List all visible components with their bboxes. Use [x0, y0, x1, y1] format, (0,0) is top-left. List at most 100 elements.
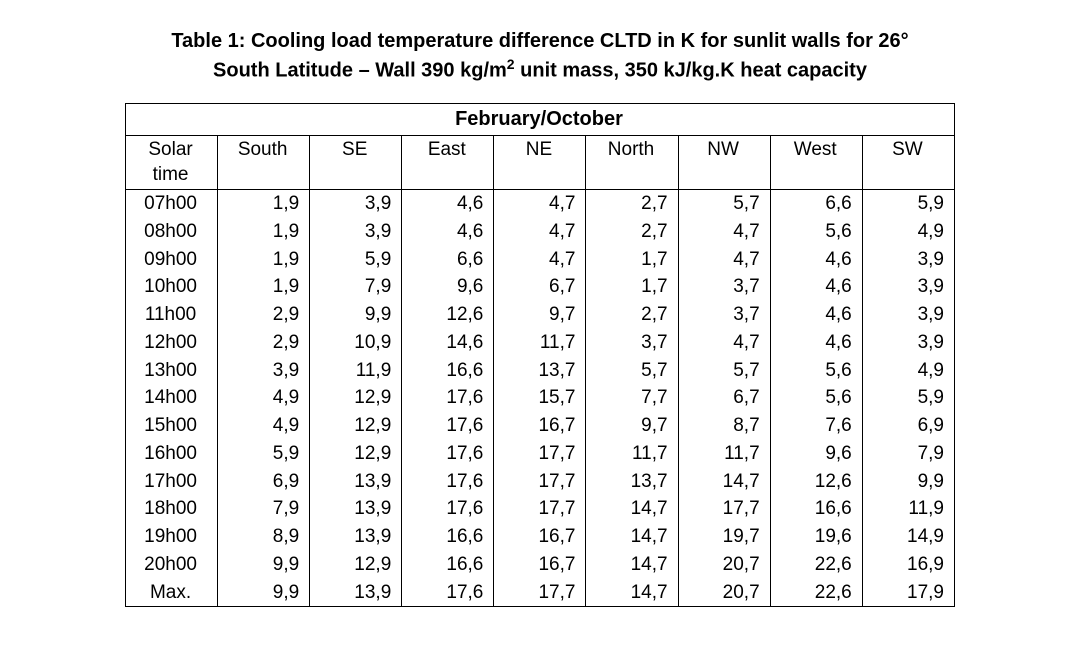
value-cell: 3,7: [678, 301, 770, 329]
value-cell: 10,9: [310, 329, 402, 357]
table-row: 10h001,97,99,66,71,73,74,63,9: [126, 273, 955, 301]
value-cell: 4,9: [862, 218, 954, 246]
table-row: 14h004,912,917,615,77,76,75,65,9: [126, 384, 955, 412]
value-cell: 6,6: [402, 246, 494, 274]
solar-time-cell: 11h00: [126, 301, 218, 329]
value-cell: 9,9: [310, 301, 402, 329]
value-cell: 3,9: [218, 357, 310, 385]
value-cell: 4,6: [770, 329, 862, 357]
value-cell: 4,7: [494, 190, 586, 218]
value-cell: 2,7: [586, 218, 678, 246]
value-cell: 16,6: [402, 551, 494, 579]
solar-time-cell: 15h00: [126, 412, 218, 440]
column-header-empty: [494, 163, 586, 189]
column-header-empty: [402, 163, 494, 189]
value-cell: 4,7: [678, 246, 770, 274]
column-header-empty: [862, 163, 954, 189]
value-cell: 4,7: [494, 218, 586, 246]
value-cell: 13,9: [310, 523, 402, 551]
value-cell: 16,7: [494, 551, 586, 579]
value-cell: 6,9: [218, 468, 310, 496]
table-row: 07h001,93,94,64,72,75,76,65,9: [126, 190, 955, 218]
value-cell: 17,6: [402, 384, 494, 412]
solar-time-cell: 14h00: [126, 384, 218, 412]
table-row: 17h006,913,917,617,713,714,712,69,9: [126, 468, 955, 496]
solar-time-cell: 07h00: [126, 190, 218, 218]
value-cell: 13,7: [586, 468, 678, 496]
value-cell: 14,7: [586, 495, 678, 523]
value-cell: 5,6: [770, 384, 862, 412]
column-header-empty: [218, 163, 310, 189]
value-cell: 14,6: [402, 329, 494, 357]
value-cell: 1,7: [586, 273, 678, 301]
value-cell: 13,7: [494, 357, 586, 385]
column-header: SE: [310, 135, 402, 163]
value-cell: 16,6: [770, 495, 862, 523]
solar-time-cell: 08h00: [126, 218, 218, 246]
value-cell: 5,9: [862, 384, 954, 412]
value-cell: 9,7: [586, 412, 678, 440]
solar-time-cell: 20h00: [126, 551, 218, 579]
value-cell: 3,9: [862, 273, 954, 301]
value-cell: 11,9: [310, 357, 402, 385]
value-cell: 16,7: [494, 412, 586, 440]
value-cell: 17,7: [494, 579, 586, 607]
value-cell: 5,6: [770, 357, 862, 385]
table-title: Table 1: Cooling load temperature differ…: [110, 28, 970, 85]
value-cell: 1,9: [218, 218, 310, 246]
column-header: West: [770, 135, 862, 163]
value-cell: 3,9: [862, 301, 954, 329]
value-cell: 7,7: [586, 384, 678, 412]
value-cell: 5,9: [310, 246, 402, 274]
value-cell: 11,9: [862, 495, 954, 523]
solar-time-cell: 12h00: [126, 329, 218, 357]
solar-time-cell: 10h00: [126, 273, 218, 301]
column-header-empty: [310, 163, 402, 189]
column-header: Solar: [126, 135, 218, 163]
solar-time-cell: 17h00: [126, 468, 218, 496]
value-cell: 8,9: [218, 523, 310, 551]
value-cell: 20,7: [678, 551, 770, 579]
value-cell: 3,9: [310, 218, 402, 246]
value-cell: 19,7: [678, 523, 770, 551]
column-header-sub: time: [126, 163, 218, 189]
column-header: NE: [494, 135, 586, 163]
value-cell: 19,6: [770, 523, 862, 551]
value-cell: 14,7: [586, 579, 678, 607]
table-row: 08h001,93,94,64,72,74,75,64,9: [126, 218, 955, 246]
value-cell: 17,6: [402, 468, 494, 496]
value-cell: 17,9: [862, 579, 954, 607]
column-header-empty: [678, 163, 770, 189]
value-cell: 13,9: [310, 579, 402, 607]
value-cell: 17,6: [402, 412, 494, 440]
value-cell: 17,6: [402, 495, 494, 523]
value-cell: 3,9: [862, 329, 954, 357]
value-cell: 4,9: [862, 357, 954, 385]
solar-time-cell: 09h00: [126, 246, 218, 274]
value-cell: 12,9: [310, 551, 402, 579]
value-cell: 4,7: [678, 218, 770, 246]
table-row: 19h008,913,916,616,714,719,719,614,9: [126, 523, 955, 551]
value-cell: 3,9: [862, 246, 954, 274]
value-cell: 6,6: [770, 190, 862, 218]
value-cell: 14,7: [586, 551, 678, 579]
value-cell: 9,6: [402, 273, 494, 301]
value-cell: 17,7: [494, 468, 586, 496]
value-cell: 16,9: [862, 551, 954, 579]
cltd-table: February/OctoberSolarSouthSEEastNENorthN…: [125, 103, 955, 608]
column-header: East: [402, 135, 494, 163]
column-header: NW: [678, 135, 770, 163]
value-cell: 4,9: [218, 412, 310, 440]
value-cell: 11,7: [494, 329, 586, 357]
value-cell: 3,7: [678, 273, 770, 301]
value-cell: 3,7: [586, 329, 678, 357]
value-cell: 9,6: [770, 440, 862, 468]
solar-time-cell: 19h00: [126, 523, 218, 551]
table-row: 11h002,99,912,69,72,73,74,63,9: [126, 301, 955, 329]
table-row: 18h007,913,917,617,714,717,716,611,9: [126, 495, 955, 523]
value-cell: 1,9: [218, 190, 310, 218]
value-cell: 16,7: [494, 523, 586, 551]
value-cell: 1,9: [218, 273, 310, 301]
value-cell: 5,9: [218, 440, 310, 468]
value-cell: 2,9: [218, 301, 310, 329]
